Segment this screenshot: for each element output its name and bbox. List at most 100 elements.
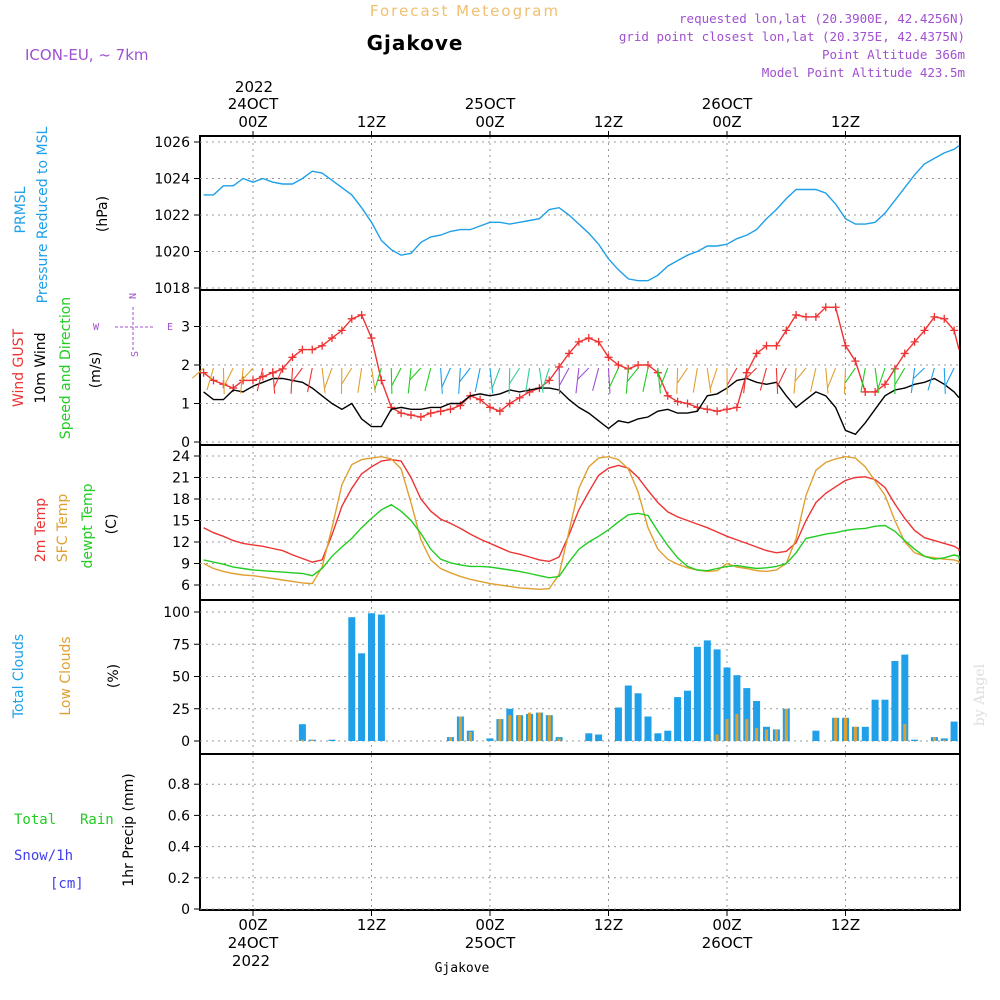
wind-direction-arrow bbox=[241, 367, 254, 381]
wind-direction-arrow bbox=[657, 367, 661, 394]
wind-direction-arrow bbox=[912, 367, 925, 380]
wind-direction-arrow bbox=[223, 367, 234, 386]
gust-point bbox=[357, 310, 366, 319]
panel-temp: 6 9 12 15 18 21 24 bbox=[172, 444, 961, 601]
model-label: ICON-EU, ~ 7km bbox=[25, 46, 149, 64]
bar-total-clouds bbox=[644, 716, 652, 741]
panel-frame bbox=[199, 444, 961, 601]
total-clouds-label: Total Clouds bbox=[11, 634, 27, 719]
gust-point bbox=[288, 353, 297, 362]
bar-low-clouds bbox=[449, 737, 452, 741]
temp-labels: 2m Temp SFC Temp dewpt Temp (C) bbox=[33, 483, 120, 568]
bar-total-clouds bbox=[614, 707, 622, 741]
bar-total-clouds bbox=[881, 699, 889, 741]
wind-direction-arrow bbox=[793, 367, 797, 394]
wind-labels: Wind GUST 10m Wind Speed and Direction (… bbox=[11, 293, 173, 439]
cm-label: [cm] bbox=[50, 876, 84, 892]
gust-point bbox=[545, 376, 554, 385]
wind-direction-arrow bbox=[659, 367, 669, 389]
precip-unit: 1hr Precip (mm) bbox=[121, 773, 137, 886]
series-sfc-temp bbox=[203, 455, 960, 591]
gust-point bbox=[199, 368, 208, 377]
total-label: Total bbox=[14, 812, 56, 828]
gust-point bbox=[821, 303, 830, 312]
y-tick-label: 3 bbox=[181, 320, 190, 336]
snow-label: Snow/1h bbox=[14, 848, 73, 864]
bar-total-clouds bbox=[348, 617, 356, 741]
bottom-tick-label: 00Z bbox=[238, 916, 267, 934]
y-tick-label: 1018 bbox=[154, 281, 190, 297]
wind-direction-arrow bbox=[927, 367, 935, 391]
wind-direction-arrow bbox=[474, 367, 481, 393]
cloud-labels: Total Clouds Low Clouds (%) bbox=[11, 634, 122, 719]
gust-point bbox=[525, 387, 534, 396]
gust-point bbox=[673, 397, 682, 406]
gust-point bbox=[446, 405, 455, 414]
temp-sfc-label: SFC Temp bbox=[55, 494, 71, 563]
panel-frame bbox=[199, 289, 961, 446]
temp-2m-label: 2m Temp bbox=[33, 498, 49, 562]
bar-low-clouds bbox=[745, 719, 749, 741]
bar-total-clouds bbox=[298, 724, 306, 741]
compass-icon: N S W E bbox=[93, 293, 173, 357]
gust-point bbox=[940, 314, 949, 323]
wind-direction-arrow bbox=[407, 367, 412, 394]
gust-point bbox=[407, 411, 415, 420]
top-tick-sub: 00Z bbox=[238, 113, 267, 131]
bar-total-clouds bbox=[368, 613, 375, 741]
gust-point bbox=[930, 312, 939, 321]
gust-point bbox=[811, 312, 820, 321]
y-tick-label: 1022 bbox=[154, 208, 190, 224]
top-tick-label: 24OCT bbox=[228, 95, 279, 113]
wind-direction-arrow bbox=[272, 367, 276, 394]
wind-direction-arrow bbox=[374, 367, 382, 391]
top-tick-label: 12Z bbox=[831, 113, 860, 131]
panel-pressure: 1018 1020 1022 1024 1026 bbox=[154, 135, 961, 297]
gust-point bbox=[337, 326, 346, 335]
bar-low-clouds bbox=[715, 734, 719, 741]
bottom-tick-label: 12Z bbox=[357, 916, 386, 934]
gust-point bbox=[367, 334, 376, 343]
panels: 1018102010221024102601236912151821240255… bbox=[154, 135, 961, 918]
gust-point bbox=[258, 372, 267, 381]
gust-point bbox=[762, 341, 771, 350]
bar-low-clouds bbox=[755, 728, 759, 741]
wind-direction-arrow bbox=[843, 367, 847, 394]
wind-10m-label: 10m Wind bbox=[33, 332, 49, 403]
gust-point bbox=[950, 326, 959, 335]
bottom-location: Gjakove bbox=[435, 961, 490, 976]
y-tick-label: 15 bbox=[172, 514, 190, 530]
series-wind-gust bbox=[203, 306, 960, 418]
wind-direction-arrow bbox=[627, 367, 639, 382]
gust-point bbox=[841, 341, 850, 350]
y-tick-label: 12 bbox=[172, 535, 190, 551]
gust-point bbox=[732, 403, 741, 412]
gust-point bbox=[436, 407, 445, 416]
gust-point bbox=[910, 337, 919, 346]
bar-total-clouds bbox=[358, 653, 366, 741]
bar-low-clouds bbox=[844, 717, 847, 741]
wind-unit: (m/s) bbox=[88, 352, 104, 389]
wind-direction-arrow bbox=[509, 367, 521, 384]
wind-direction-arrow bbox=[609, 367, 619, 387]
wind-direction-arrow bbox=[844, 367, 856, 384]
bar-low-clouds bbox=[853, 726, 857, 741]
top-tick-label: 26OCT bbox=[702, 95, 753, 113]
gust-point bbox=[505, 399, 514, 408]
gust-point bbox=[594, 337, 603, 346]
wind-direction-arrow bbox=[726, 367, 738, 386]
gust-point bbox=[802, 312, 810, 321]
gust-point bbox=[792, 310, 801, 319]
bar-total-clouds bbox=[713, 649, 721, 741]
bar-total-clouds bbox=[950, 721, 958, 741]
clouds-unit: (%) bbox=[106, 664, 122, 688]
wind-direction-arrow bbox=[508, 367, 511, 394]
wind-direction-arrow bbox=[776, 367, 787, 387]
y-tick-label: 0 bbox=[181, 734, 190, 750]
y-tick-label: 25 bbox=[172, 702, 190, 718]
bottom-tick-label: 00Z bbox=[712, 916, 741, 934]
compass-n: N bbox=[128, 293, 139, 299]
gust-point bbox=[308, 345, 317, 354]
